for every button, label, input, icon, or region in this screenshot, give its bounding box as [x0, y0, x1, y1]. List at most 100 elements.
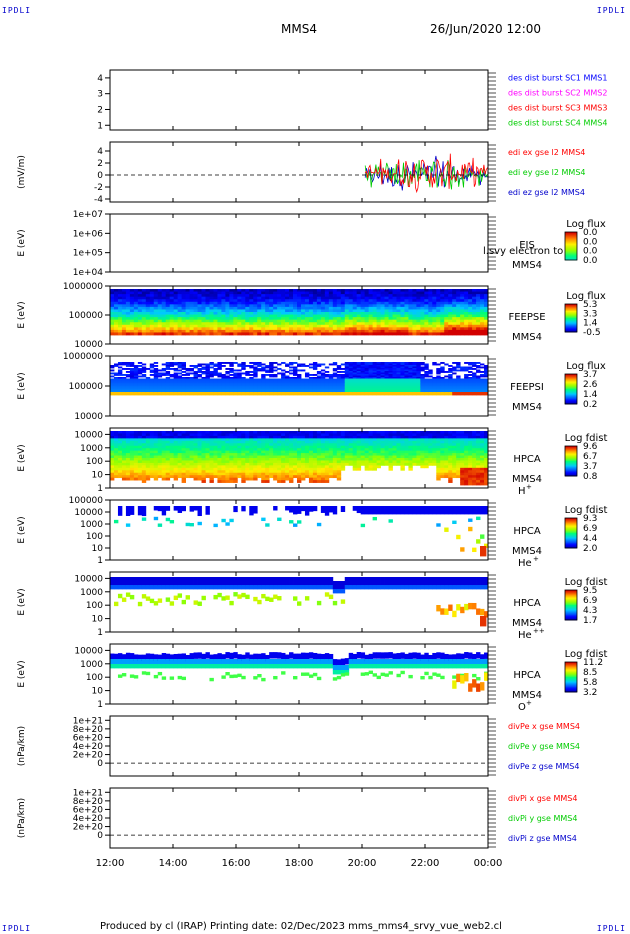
spectrogram-cell — [412, 294, 417, 298]
spectrogram-cell — [428, 386, 433, 388]
spectrogram-cell — [460, 304, 465, 308]
spectrogram-cell — [261, 366, 266, 369]
spectrogram-cell — [181, 319, 186, 323]
spectrogram-cell — [269, 387, 274, 390]
spectrogram-cell — [364, 309, 370, 313]
spectrogram-cell — [293, 448, 298, 452]
spectrogram-cell — [452, 312, 457, 315]
spectrogram-cell — [444, 327, 449, 331]
spectrogram-cell — [157, 455, 163, 459]
spectrogram-cell — [380, 371, 385, 373]
spectrogram-cell — [364, 374, 370, 376]
spectrogram-cell — [388, 309, 393, 313]
spectrogram-cell — [225, 377, 230, 379]
spectrogram-cell — [201, 433, 206, 437]
spectrogram-cell — [197, 375, 202, 378]
spectrogram-cell — [380, 377, 385, 379]
spectrogram-cell — [420, 312, 425, 315]
spectrogram-cell — [133, 445, 139, 449]
spectrogram-cell — [412, 371, 417, 373]
spectrogram-cell — [464, 289, 469, 292]
spectrogram-cell — [181, 384, 186, 387]
spectrogram-cell — [484, 368, 489, 370]
spectrogram-cell — [293, 312, 298, 315]
spectrogram-cell — [157, 372, 163, 375]
spectrogram-cell — [169, 299, 175, 303]
colorbar-cell — [565, 234, 577, 236]
spectrogram-cell — [181, 450, 186, 454]
spectrogram-cell — [173, 431, 179, 434]
spectrogram-cell — [281, 301, 286, 305]
spectrogram-cell — [297, 460, 302, 464]
spectrogram-cell — [205, 378, 210, 381]
spectrogram-cell — [205, 312, 210, 315]
spectrogram-cell — [181, 294, 186, 298]
spectrogram-cell — [110, 299, 115, 303]
spectrogram-cell — [360, 390, 366, 393]
spectrogram-cell — [277, 381, 282, 384]
spectrogram-cell — [229, 291, 234, 295]
spectrogram-cell — [257, 365, 262, 367]
spectrogram-cell — [209, 455, 214, 459]
spectrogram-cell — [265, 324, 270, 328]
spectrogram-cell — [312, 386, 318, 388]
spectrogram-cell — [376, 375, 381, 378]
spectrogram-cell — [285, 375, 290, 378]
spectrogram-cell — [416, 289, 421, 292]
spectrogram-cell — [320, 450, 326, 454]
colorbar-cell — [565, 256, 577, 259]
spectrogram-cell — [141, 477, 147, 481]
spectrogram-cell — [253, 301, 258, 305]
spectrogram-cell — [328, 296, 334, 300]
spectrogram-cell — [312, 438, 318, 442]
spectrogram-cell — [320, 453, 326, 456]
spectrogram-cell — [364, 369, 370, 372]
spectrogram-cell — [241, 309, 246, 313]
spectrogram-cell — [300, 317, 306, 321]
spectrogram-cell — [269, 392, 274, 396]
spectrogram-cell — [316, 314, 322, 318]
spectrogram-cell — [472, 332, 477, 336]
spectrogram-cell — [121, 475, 127, 479]
spectrogram-cell — [157, 324, 163, 328]
spectrogram-cell — [110, 289, 115, 292]
spectrogram-cell — [460, 369, 465, 372]
spectrogram-cell — [189, 372, 194, 375]
spectrogram-cell — [117, 390, 123, 393]
spectrogram-cell — [117, 460, 123, 464]
spectrogram-cell — [253, 450, 258, 454]
spectrogram-cell — [360, 381, 366, 384]
spectrogram-cell — [340, 296, 346, 300]
spectrogram-cell — [153, 386, 159, 388]
spectrogram-cell — [253, 435, 258, 439]
spectrogram-cell — [312, 480, 318, 483]
spectrogram-cell — [197, 368, 202, 370]
spectrogram-cell — [273, 332, 278, 336]
spectrogram-cell — [133, 462, 139, 466]
spectrogram-cell — [308, 470, 314, 474]
spectrogram-cell — [193, 371, 198, 373]
spectrogram-cell — [237, 386, 242, 388]
spectrogram-cell — [372, 450, 377, 454]
spectrogram-cell — [352, 384, 358, 387]
spectrogram-cell — [304, 365, 310, 367]
spectrogram-cell — [265, 435, 270, 439]
spectrogram-cell — [380, 448, 385, 452]
spectrogram-cell — [165, 314, 171, 318]
spectrogram-cell — [436, 377, 441, 379]
spectrogram-cell — [233, 455, 238, 459]
spectrogram-cell — [205, 366, 210, 369]
spectrogram-cell — [225, 389, 230, 391]
spectrogram-cell — [181, 392, 186, 396]
spectrogram-cell — [233, 381, 238, 384]
spectrogram-cell — [145, 438, 151, 442]
spectrogram-cell — [229, 431, 234, 434]
spectrogram-cell — [380, 289, 385, 292]
spectrogram-cell — [161, 433, 167, 437]
spectrogram-cell — [149, 371, 155, 373]
spectrogram-cell — [213, 369, 218, 372]
spectrogram-cell — [328, 392, 334, 396]
spectrogram-cell — [173, 440, 179, 444]
spectrogram-cell — [344, 312, 350, 315]
spectrogram-cell — [348, 327, 354, 331]
